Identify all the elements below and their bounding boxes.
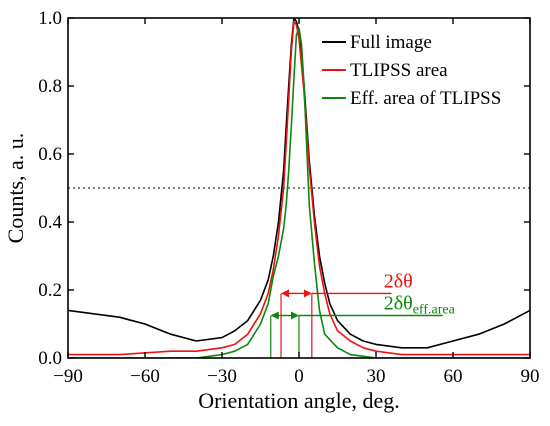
y-tick-label: 0.6 bbox=[38, 144, 62, 165]
x-tick-label: 60 bbox=[444, 366, 463, 387]
x-tick-label: 30 bbox=[367, 366, 386, 387]
y-tick-label: 0.4 bbox=[38, 212, 62, 233]
series-line-full-image bbox=[68, 18, 530, 349]
x-tick-label: −60 bbox=[130, 366, 160, 387]
legend: Full image TLIPSS area Eff. area of TLIP… bbox=[322, 32, 501, 109]
y-tick-label: 0.8 bbox=[38, 76, 62, 97]
annotation-fwhm-tlipss-label: 2δθ bbox=[384, 270, 413, 292]
annotation-fwhm-eff-label: 2δθeff.area bbox=[384, 293, 456, 318]
y-tick-label: 0.0 bbox=[38, 348, 62, 369]
legend-label-full-image: Full image bbox=[350, 32, 432, 53]
series-line-tlipss-area bbox=[68, 20, 530, 356]
y-axis-label: Counts, a. u. bbox=[3, 133, 28, 244]
y-tick-label: 0.2 bbox=[38, 280, 62, 301]
legend-label-tlipss-area: TLIPSS area bbox=[350, 60, 448, 81]
x-tick-label: 90 bbox=[521, 366, 540, 387]
x-tick-label: −30 bbox=[207, 366, 237, 387]
x-tick-label: −90 bbox=[53, 366, 83, 387]
x-axis-label: Orientation angle, deg. bbox=[198, 388, 400, 413]
x-tick-label: 0 bbox=[294, 366, 304, 387]
y-tick-label: 1.0 bbox=[38, 8, 62, 29]
legend-label-eff-area: Eff. area of TLIPSS bbox=[350, 88, 501, 109]
series-line-eff-area-of-tlipss bbox=[68, 27, 530, 358]
